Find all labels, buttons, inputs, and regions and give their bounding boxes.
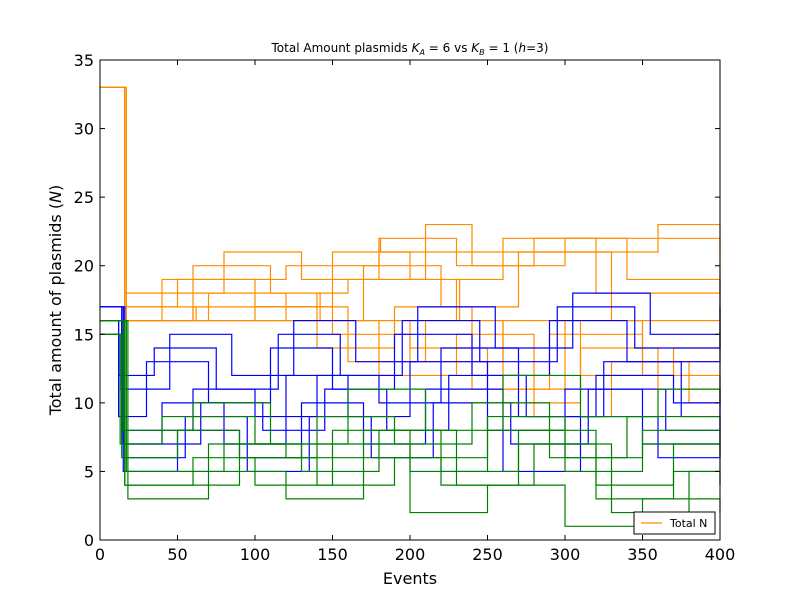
x-tick-label: 50 bbox=[167, 545, 187, 564]
legend-box bbox=[633, 511, 716, 535]
series-line-green-23 bbox=[100, 319, 721, 445]
x-tick-label: 250 bbox=[472, 545, 503, 564]
y-tick-label: 10 bbox=[74, 394, 94, 413]
legend-label-total-n: Total N bbox=[669, 517, 707, 530]
y-tick-label: 35 bbox=[74, 51, 94, 70]
y-tick-label: 30 bbox=[74, 120, 94, 139]
series-line-blue-17 bbox=[100, 306, 721, 390]
x-tick-label: 400 bbox=[705, 545, 736, 564]
x-tick-label: 200 bbox=[395, 545, 426, 564]
y-axis-label: Total amount of plasmids (N) bbox=[46, 185, 65, 417]
x-tick-label: 0 bbox=[95, 545, 105, 564]
x-tick-label: 300 bbox=[550, 545, 581, 564]
chart-title: Total Amount plasmids KA = 6 vs KB = 1 (… bbox=[271, 41, 549, 57]
series-line-green-26 bbox=[100, 319, 721, 486]
x-axis-label: Events bbox=[383, 569, 437, 588]
ticks-layer: 0 50 100 150 200 250 300 350 400 0 5 10 15 20 25 30 35 bbox=[74, 51, 736, 564]
y-tick-label: 25 bbox=[74, 188, 94, 207]
y-tick-label: 15 bbox=[74, 325, 94, 344]
y-tick-label: 0 bbox=[84, 531, 94, 550]
series-line-blue-14 bbox=[100, 279, 721, 390]
x-tick-label: 350 bbox=[627, 545, 658, 564]
series-layer bbox=[100, 86, 721, 527]
x-tick-label: 150 bbox=[317, 545, 348, 564]
series-line-orange-5 bbox=[100, 86, 721, 294]
legend: Total N bbox=[633, 511, 716, 535]
y-tick-label: 5 bbox=[84, 462, 94, 481]
y-tick-label: 20 bbox=[74, 257, 94, 276]
x-tick-label: 100 bbox=[240, 545, 271, 564]
